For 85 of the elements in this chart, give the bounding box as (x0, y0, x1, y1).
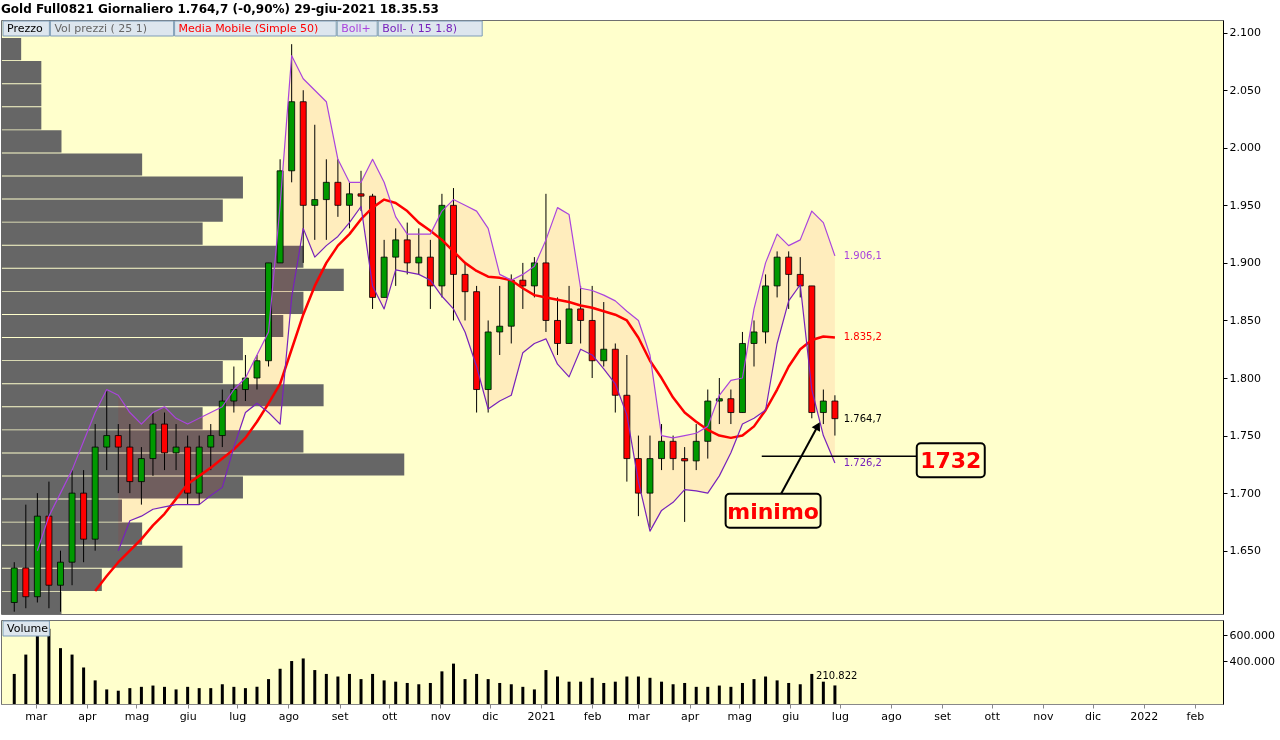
ref-line-label: 1732 (920, 448, 982, 474)
x-tick-label: set (934, 709, 952, 723)
y-tick-label: 2.050 (1229, 83, 1261, 97)
x-tick-label: nov (1033, 709, 1055, 723)
text: 1.764,7 (843, 412, 882, 424)
x-tick-label: feb (1186, 709, 1205, 723)
x-tick-label: ago (278, 709, 300, 723)
y-tick-label: 400.000 (1229, 654, 1275, 668)
x-tick-label: apr (680, 709, 700, 723)
candlestick (103, 389, 111, 471)
candlestick (819, 389, 827, 425)
candlestick (207, 423, 215, 471)
y-tick-label: 2.000 (1229, 141, 1261, 155)
x-tick-label: mag (124, 709, 150, 723)
text: Boll- ( 15 1.8) (382, 22, 458, 35)
chart-title: Gold Full0821 Giornaliero 1.764,7 (-0,90%) 29-giu-2021 18.35.53 (1, 2, 439, 16)
candlestick (334, 158, 342, 218)
text: Boll+ (341, 22, 371, 35)
candlestick (172, 423, 180, 471)
x-tick-label: giu (782, 709, 800, 723)
x-tick-label: set (331, 709, 350, 723)
x-tick-label: dic (482, 709, 499, 723)
candlestick (461, 262, 469, 321)
candlestick (681, 446, 689, 523)
candlestick (57, 550, 64, 613)
candlestick (831, 394, 839, 437)
annotation: minimo (727, 498, 819, 524)
candlestick (785, 250, 793, 310)
x-tick-label: giu (179, 709, 197, 723)
x-tick-label: mar (25, 709, 48, 723)
data-label: 210.822 (816, 670, 858, 682)
y-tick-label: 2.100 (1229, 26, 1261, 40)
x-tick-label: 2022 (1130, 709, 1159, 723)
x-tick-label: ago (881, 709, 903, 723)
candlestick (253, 354, 261, 391)
legend-title: Prezzo (7, 22, 44, 35)
x-tick-label: lug (229, 709, 247, 723)
candlestick (530, 256, 538, 298)
y-tick-label: 1.750 (1229, 429, 1261, 443)
data-label: 1.726,2 (843, 456, 882, 468)
candlestick (357, 170, 365, 212)
y-tick-label: 1.950 (1229, 198, 1261, 212)
candlestick (415, 227, 423, 275)
candlestick (750, 319, 758, 367)
candlestick (114, 423, 122, 494)
candlestick (519, 262, 527, 310)
candlestick (230, 366, 238, 414)
candlestick (727, 389, 735, 425)
candlestick (311, 124, 319, 241)
candlestick (658, 423, 665, 471)
candlestick (346, 181, 353, 229)
candlestick (692, 423, 700, 471)
x-tick-label: nov (430, 709, 452, 723)
candlestick (554, 296, 561, 356)
candlestick (403, 222, 411, 275)
x-tick-label: ott (381, 709, 398, 723)
candlestick (392, 227, 400, 287)
candlestick (600, 301, 608, 367)
data-label: 1.835,2 (843, 331, 882, 343)
x-tick-label: apr (78, 709, 98, 723)
candlestick (669, 435, 677, 471)
x-tick-label: 2021 (527, 709, 556, 723)
line-series (93, 198, 837, 593)
x-tick-label: mar (627, 709, 651, 723)
data-label: 1.906,1 (843, 249, 882, 261)
candlestick (322, 158, 330, 241)
x-tick-label: dic (1084, 709, 1102, 723)
y-tick-label: 600.000 (1229, 628, 1275, 642)
chart-title: Volume (7, 622, 49, 635)
y-tick-label: 1.800 (1229, 371, 1261, 385)
candlestick (715, 377, 723, 425)
candlestick (138, 446, 145, 506)
y-tick-label: 1.900 (1229, 256, 1261, 270)
candlestick (242, 354, 249, 402)
line-series (117, 205, 836, 552)
y-tick-label: 1.850 (1229, 313, 1261, 327)
x-tick-label: ott (984, 709, 1001, 723)
x-tick-label: feb (583, 709, 602, 723)
text: Vol prezzi ( 25 1) (54, 22, 148, 35)
x-tick-label: lug (831, 709, 849, 723)
y-tick-label: 1.650 (1229, 544, 1261, 558)
y-tick-label: 1.700 (1229, 486, 1261, 500)
x-tick-label: mag (727, 709, 752, 723)
candlestick (496, 285, 504, 356)
text: Media Mobile (Simple 50) (178, 22, 319, 35)
